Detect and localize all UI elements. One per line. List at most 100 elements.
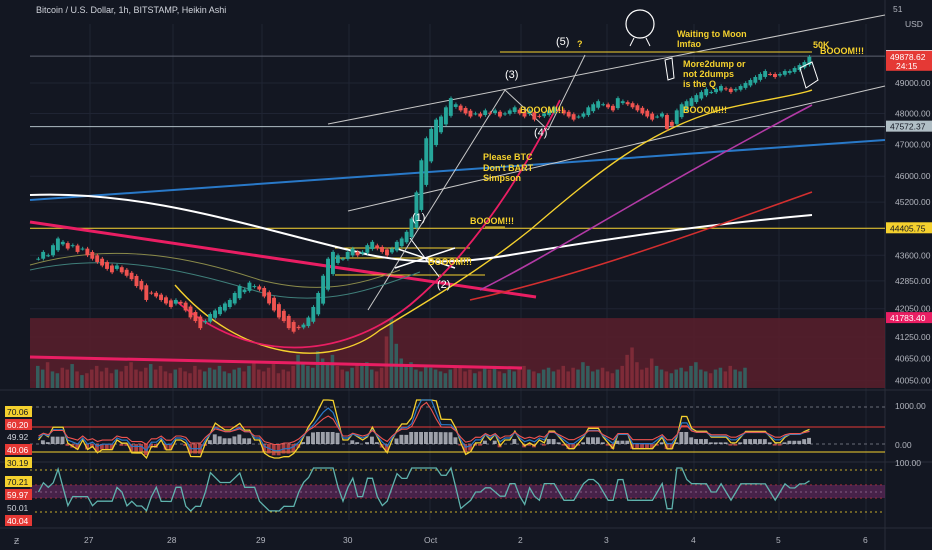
candle[interactable] (399, 238, 404, 247)
candle[interactable] (669, 121, 674, 126)
candle[interactable] (163, 297, 168, 304)
candle[interactable] (198, 316, 203, 329)
candle[interactable] (257, 286, 262, 290)
candle[interactable] (664, 115, 669, 129)
candle[interactable] (414, 192, 419, 228)
candle[interactable] (699, 92, 704, 99)
candle[interactable] (345, 251, 350, 259)
candle[interactable] (36, 258, 41, 260)
candle[interactable] (149, 292, 154, 294)
candle[interactable] (468, 110, 473, 117)
candle[interactable] (601, 104, 606, 106)
candle[interactable] (684, 101, 689, 111)
candle[interactable] (517, 109, 522, 114)
candle[interactable] (301, 324, 306, 328)
price-tag[interactable] (886, 312, 932, 324)
candle[interactable] (429, 128, 434, 162)
candle[interactable] (109, 265, 114, 273)
candle[interactable] (443, 107, 448, 125)
candle[interactable] (606, 104, 610, 108)
time-axis[interactable]: 27 28 29 30 Oct 2 3 4 5 6 (84, 535, 868, 545)
candle[interactable] (100, 258, 105, 266)
candle[interactable] (630, 103, 635, 108)
candle[interactable] (733, 89, 738, 91)
candle[interactable] (571, 114, 576, 120)
candle[interactable] (394, 241, 399, 251)
candle[interactable] (473, 113, 478, 115)
candle[interactable] (203, 321, 208, 323)
candle[interactable] (55, 238, 60, 251)
candle[interactable] (286, 315, 291, 329)
candle[interactable] (134, 275, 139, 287)
candle[interactable] (787, 71, 792, 73)
candle[interactable] (537, 115, 542, 117)
candle[interactable] (743, 83, 748, 88)
candle[interactable] (247, 282, 252, 291)
candle[interactable] (674, 110, 679, 124)
price-tag[interactable] (886, 50, 932, 71)
indicator-level-tag[interactable] (5, 515, 32, 526)
candle[interactable] (576, 116, 581, 118)
candle[interactable] (797, 65, 802, 71)
candle[interactable] (105, 262, 109, 269)
tradingview-logo-icon[interactable]: Ƶ (14, 536, 19, 546)
candle[interactable] (114, 265, 119, 269)
candle[interactable] (561, 110, 566, 114)
candle[interactable] (276, 304, 281, 318)
candle[interactable] (178, 301, 183, 304)
candle[interactable] (645, 110, 650, 117)
candle[interactable] (188, 306, 193, 318)
indicator-level-tag[interactable] (5, 476, 32, 487)
candle[interactable] (208, 313, 213, 322)
candle[interactable] (542, 113, 547, 117)
candle[interactable] (281, 310, 286, 322)
currency-label[interactable]: USD (905, 19, 923, 29)
candle[interactable] (119, 267, 124, 273)
candle[interactable] (232, 293, 237, 304)
candle[interactable] (689, 98, 694, 106)
candle[interactable] (409, 218, 414, 238)
candle[interactable] (650, 113, 655, 120)
candle[interactable] (159, 294, 163, 300)
candle[interactable] (90, 251, 95, 259)
candle[interactable] (532, 112, 537, 120)
candle[interactable] (773, 74, 777, 78)
candle[interactable] (748, 80, 753, 86)
candle[interactable] (655, 116, 660, 118)
candle[interactable] (640, 107, 645, 114)
candle[interactable] (65, 243, 70, 249)
candle[interactable] (375, 245, 380, 249)
candle[interactable] (439, 116, 443, 133)
candle[interactable] (218, 306, 222, 315)
candle[interactable] (262, 287, 267, 297)
candle[interactable] (768, 73, 773, 75)
candle[interactable] (168, 300, 173, 307)
candle[interactable] (335, 255, 340, 263)
candle[interactable] (291, 322, 296, 332)
candle[interactable] (763, 71, 768, 77)
candle[interactable] (463, 107, 468, 114)
candle[interactable] (758, 74, 763, 80)
candle[interactable] (365, 245, 370, 253)
candle[interactable] (124, 269, 129, 276)
candle[interactable] (488, 112, 493, 114)
candle[interactable] (527, 110, 532, 115)
indicator-pane-2[interactable] (30, 466, 885, 513)
candle[interactable] (424, 138, 429, 185)
candle[interactable] (222, 303, 227, 311)
candle[interactable] (75, 245, 80, 252)
candle[interactable] (237, 286, 242, 299)
candle[interactable] (296, 326, 301, 329)
candle[interactable] (709, 92, 714, 94)
candle[interactable] (434, 119, 439, 146)
candle[interactable] (723, 88, 728, 90)
candle[interactable] (227, 299, 232, 307)
candle[interactable] (252, 286, 257, 288)
candle[interactable] (139, 281, 144, 290)
candle[interactable] (80, 248, 85, 250)
candle[interactable] (792, 68, 797, 72)
candle[interactable] (660, 113, 664, 117)
indicator-level-tag[interactable] (5, 489, 32, 500)
candle[interactable] (267, 292, 272, 304)
